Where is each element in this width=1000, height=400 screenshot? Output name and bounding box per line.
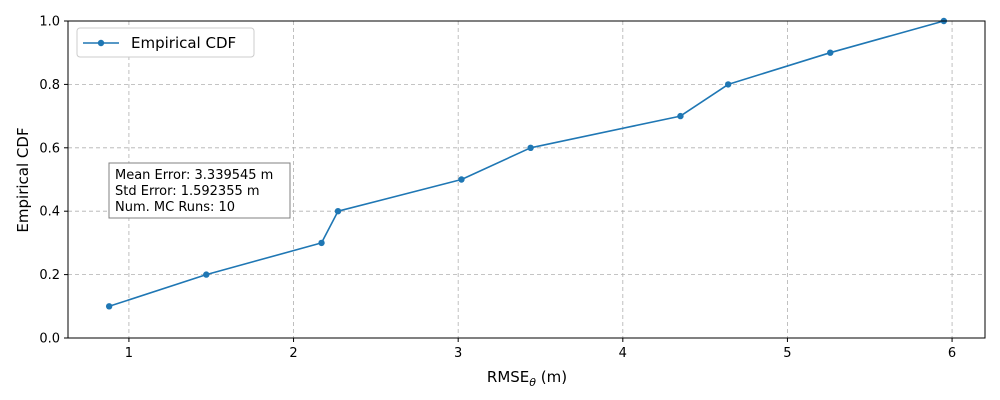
stats-mean-error: Mean Error: 3.339545 m: [115, 168, 273, 183]
stats-mc-runs: Num. MC Runs: 10: [115, 200, 235, 215]
x-axis-label-subscript: θ: [529, 376, 536, 389]
legend-label: Empirical CDF: [131, 34, 236, 52]
x-axis-label-unit: (m): [536, 368, 567, 386]
y-tick-label: 0.6: [39, 141, 60, 156]
x-tick-label: 5: [783, 346, 791, 361]
cdf-data-point: [203, 271, 210, 278]
cdf-data-point: [527, 144, 534, 151]
y-tick-label: 1.0: [39, 15, 60, 30]
x-tick-label: 6: [948, 346, 956, 361]
cdf-data-point: [724, 81, 732, 88]
legend-marker-swatch: [97, 39, 105, 47]
cdf-data-point: [105, 303, 113, 310]
tick-layer: 1 2 3 4 5 6 0.0 0.2 0.4 0.6 0.8 1.0: [39, 15, 956, 362]
x-tick-label: 4: [619, 346, 627, 361]
series-layer: [105, 17, 948, 310]
stats-annotation: Mean Error: 3.339545 m Std Error: 1.5923…: [108, 162, 291, 219]
cdf-data-point: [334, 208, 342, 215]
y-tick-label: 0.0: [39, 332, 60, 347]
legend: Empirical CDF: [76, 27, 255, 58]
plot-frame: [67, 20, 986, 339]
legend-box: [76, 27, 255, 58]
y-tick-label: 0.8: [39, 78, 60, 93]
cdf-data-point: [677, 112, 684, 120]
cdf-data-point: [318, 239, 325, 247]
x-tick-label: 3: [454, 346, 462, 361]
y-tick-label: 0.4: [39, 205, 60, 220]
cdf-series-line: [108, 20, 945, 308]
stats-std-error: Std Error: 1.592355 m: [115, 184, 260, 199]
x-axis-label-main: RMSE: [487, 368, 529, 386]
x-tick-label: 2: [289, 346, 297, 361]
x-axis-label: RMSEθ (m): [487, 368, 567, 389]
cdf-data-point: [458, 176, 465, 183]
cdf-data-point: [827, 49, 834, 56]
y-axis-label: Empirical CDF: [14, 127, 32, 232]
y-tick-label: 0.2: [39, 268, 60, 283]
stats-box: [108, 162, 291, 219]
x-tick-label: 1: [125, 346, 133, 361]
